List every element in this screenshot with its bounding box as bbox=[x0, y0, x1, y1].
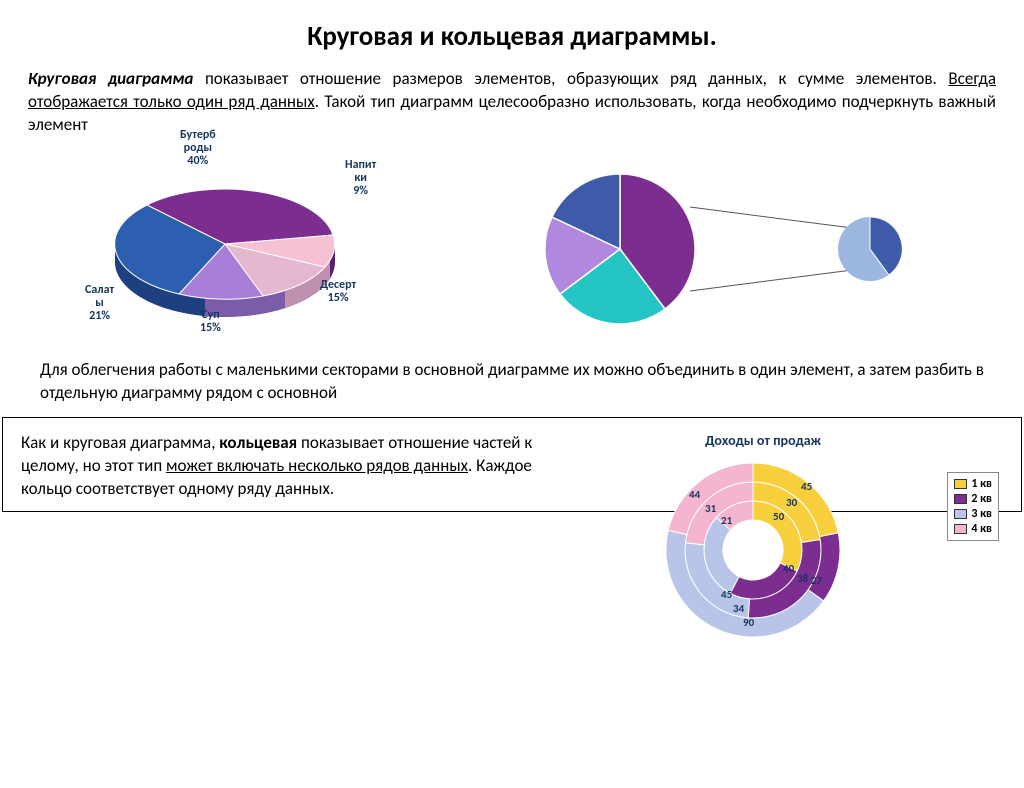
bottom-frame: Как и круговая диаграмма, кольцевая пока… bbox=[2, 417, 1022, 512]
para1-bold: Круговая диаграмма bbox=[28, 68, 193, 89]
label-desert: Десерт15% bbox=[320, 279, 356, 305]
dl-r3-q2: 27 bbox=[811, 574, 822, 587]
doughnut-chart: Доходы от продаж 45 30 50 27 38 40 90 34… bbox=[583, 432, 1003, 501]
pie-of-pie-chart bbox=[470, 129, 970, 359]
legend-label: 1 кв bbox=[971, 477, 992, 491]
legend-row: 4 кв bbox=[954, 522, 992, 536]
dl-r2-q2: 38 bbox=[797, 572, 808, 585]
dl-r1-q4: 21 bbox=[721, 514, 732, 527]
label-buterbrody: Бутерброды40% bbox=[180, 129, 216, 169]
legend-row: 2 кв bbox=[954, 492, 992, 506]
page-title: Круговая и кольцевая диаграммы. bbox=[0, 20, 1024, 53]
dl-r1-q1: 50 bbox=[773, 510, 784, 523]
legend-swatch bbox=[954, 494, 967, 504]
paragraph-2: Для облегчения работы с маленькими секто… bbox=[40, 359, 984, 405]
legend-row: 1 кв bbox=[954, 477, 992, 491]
legend-swatch bbox=[954, 509, 967, 519]
para3-bold: кольцевая bbox=[219, 432, 297, 453]
legend-label: 2 кв bbox=[971, 492, 992, 506]
para3-a: Как и круговая диаграмма, bbox=[21, 432, 219, 453]
doughnut-legend: 1 кв 2 кв 3 кв 4 кв bbox=[947, 472, 999, 541]
pie-3d-chart: Бутерброды40% Напитки9% Десерт15% Суп15%… bbox=[0, 129, 470, 359]
dl-r3-q1: 45 bbox=[801, 480, 812, 493]
legend-row: 3 кв bbox=[954, 507, 992, 521]
para1-a: показывает отношение размеров элементов,… bbox=[193, 68, 948, 89]
dl-r2-q4: 31 bbox=[705, 502, 716, 515]
label-salaty: Салаты21% bbox=[85, 284, 114, 324]
para3-underline: может включать несколько рядов данных bbox=[166, 455, 468, 476]
charts-row: Бутерброды40% Напитки9% Десерт15% Суп15%… bbox=[0, 129, 1024, 359]
legend-swatch bbox=[954, 479, 967, 489]
paragraph-1: Круговая диаграмма показывает отношение … bbox=[28, 68, 996, 137]
label-napitki: Напитки9% bbox=[345, 159, 376, 199]
dl-r3-q4: 44 bbox=[689, 488, 700, 501]
dl-r2-q3: 34 bbox=[733, 602, 744, 615]
legend-label: 3 кв bbox=[971, 507, 992, 521]
dl-r1-q2: 40 bbox=[783, 562, 794, 575]
dl-r2-q1: 30 bbox=[786, 496, 797, 509]
paragraph-3: Как и круговая диаграмма, кольцевая пока… bbox=[21, 432, 563, 501]
legend-swatch bbox=[954, 524, 967, 534]
dl-r1-q3: 45 bbox=[721, 588, 732, 601]
legend-label: 4 кв bbox=[971, 522, 992, 536]
label-sup: Суп15% bbox=[200, 309, 221, 335]
dl-r3-q3: 90 bbox=[743, 616, 754, 629]
